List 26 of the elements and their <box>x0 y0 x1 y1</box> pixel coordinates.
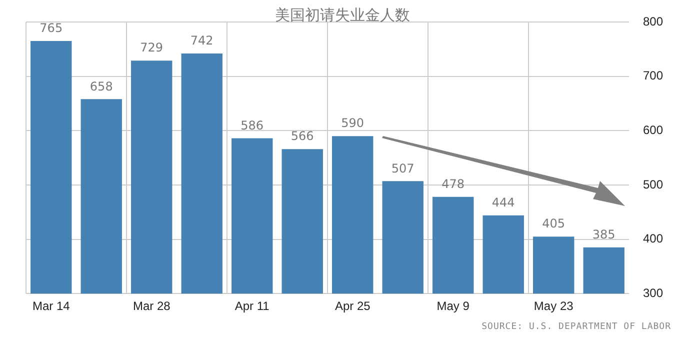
x-tick-label: Mar 14 <box>32 299 70 314</box>
x-tick-label: May 23 <box>534 299 574 314</box>
x-tick-label: Mar 28 <box>132 299 171 314</box>
x-tick-label: Apr 25 <box>334 299 371 314</box>
data-label: 742 <box>190 34 214 48</box>
chart-title: 美国初请失业金人数 <box>275 6 410 24</box>
data-label: 729 <box>140 40 164 55</box>
x-tick-label: Apr 11 <box>234 299 270 314</box>
data-label: 658 <box>90 79 113 94</box>
data-label: 765 <box>40 21 63 36</box>
y-tick-label: 500 <box>642 177 664 192</box>
x-tick-label: May 9 <box>436 299 470 314</box>
data-label: 405 <box>542 216 566 231</box>
data-label: 507 <box>391 161 414 176</box>
data-label: 566 <box>290 129 314 144</box>
data-label: 385 <box>592 228 616 242</box>
data-label: 586 <box>240 118 264 132</box>
y-tick-label: 800 <box>642 14 664 28</box>
data-label: 444 <box>492 196 515 210</box>
data-label: 478 <box>442 177 465 192</box>
y-tick-label: 400 <box>642 232 664 246</box>
source-note: SOURCE: U.S. DEPARTMENT OF LABOR <box>482 322 671 332</box>
y-tick-label: 600 <box>642 122 664 137</box>
y-tick-label: 700 <box>642 68 664 83</box>
y-tick-label: 300 <box>642 286 664 300</box>
data-label: 590 <box>341 116 364 130</box>
